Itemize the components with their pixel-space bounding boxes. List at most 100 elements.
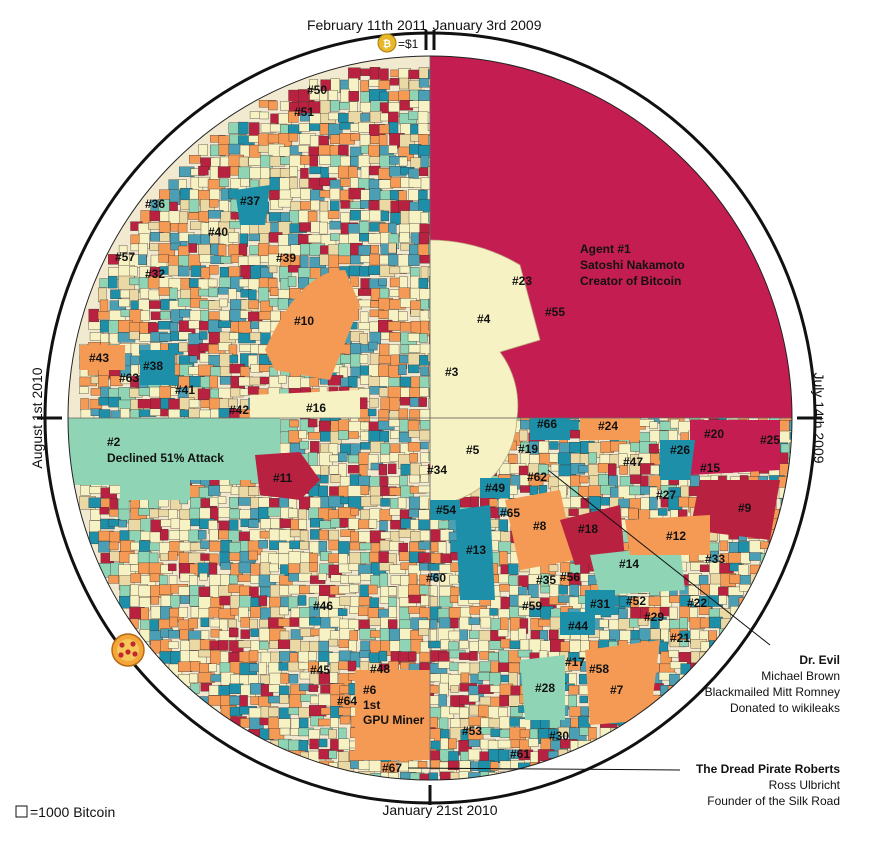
agent-1-label-line: Creator of Bitcoin [580,274,681,288]
miner-cell [539,760,551,776]
miner-cell [248,519,259,528]
miner-cell [348,518,360,530]
miner-cell [327,210,340,219]
agent-number-label: #56 [560,570,580,584]
miner-cell [208,663,217,672]
miner-cell [140,310,150,321]
miner-cell [168,210,182,226]
miner-cell [119,530,131,542]
miner-cell [388,586,397,596]
miner-cell [318,485,328,499]
miner-cell [558,585,568,595]
miner-cell [208,199,219,208]
miner-cell [468,694,480,703]
agent-number-label: #23 [512,274,532,288]
miner-cell [309,154,319,167]
miner-cell [380,498,390,507]
miner-cell [129,266,138,277]
miner-cell [319,190,332,198]
miner-cell [219,267,230,278]
miner-cell [378,134,388,146]
agent-number-label: #34 [427,463,447,477]
miner-cell [420,299,430,310]
miner-cell [379,476,388,488]
miner-cell [190,606,200,618]
miner-cell [490,761,499,771]
miner-cell [549,441,559,450]
agent-number-label: #55 [545,305,565,319]
miner-cell [370,300,380,308]
miner-cell [168,563,177,572]
miner-cell [498,650,510,664]
miner-cell [107,519,121,527]
miner-cell [778,419,791,432]
miner-cell [228,627,239,638]
miner-cell [569,706,582,718]
miner-cell [279,694,289,704]
legend-swatch [15,805,28,818]
miner-cell [359,221,369,234]
miner-cell [309,562,318,572]
agent-number-label: #53 [462,724,482,738]
miner-cell [399,619,413,631]
miner-cell [468,748,482,761]
miner-cell [698,575,709,586]
miner-cell [139,288,151,299]
miner-cell [207,278,218,288]
miner-cell [368,760,382,772]
miner-cell [109,498,118,510]
miner-cell [369,253,380,266]
miner-cell [340,88,350,103]
miner-cell [298,572,312,582]
agent-number-label: #47 [623,455,643,469]
agent-6-label-line: #6 [363,683,377,697]
miner-cell [448,738,457,749]
miner-cell [380,112,390,122]
miner-cell [268,695,281,704]
miner-cell [188,355,198,364]
miner-cell [208,562,218,577]
miner-cell [648,443,660,454]
miner-cell [148,289,160,301]
miner-cell [138,585,151,597]
miner-cell [288,563,300,575]
miner-cell [369,111,383,123]
miner-cell [280,156,291,165]
miner-cell [318,573,327,581]
miner-cell [347,660,357,672]
miner-cell [388,377,400,388]
miner-cell [178,606,189,618]
miner-cell [189,595,200,607]
miner-cell [579,475,589,484]
miner-cell [249,111,262,119]
agent-number-label: #41 [175,383,195,397]
miner-cell [219,366,232,377]
miner-cell [177,298,192,307]
agent-number-label: #5 [466,443,480,457]
miner-cell [350,508,360,516]
miner-cell [599,619,609,628]
miner-cell [388,242,397,254]
miner-cell [209,529,219,541]
miner-cell [250,628,259,637]
miner-cell [658,695,675,710]
miner-cell [790,463,792,471]
miner-cell [599,737,615,750]
miner-cell [108,575,119,584]
miner-cell [298,519,307,530]
miner-cell [189,673,198,684]
miner-cell [620,729,635,744]
miner-cell [178,586,190,596]
agent-number-label: #8 [533,519,547,533]
miner-cell [380,442,390,455]
agent-number-label: #9 [738,501,752,515]
miner-cell [159,584,173,595]
miner-cell [118,298,131,308]
agent-number-label: #37 [240,194,260,208]
miner-cell [459,760,471,773]
miner-cell [629,618,640,628]
miner-cell [297,595,307,606]
miner-cell [240,629,250,639]
miner-cell [318,693,331,707]
